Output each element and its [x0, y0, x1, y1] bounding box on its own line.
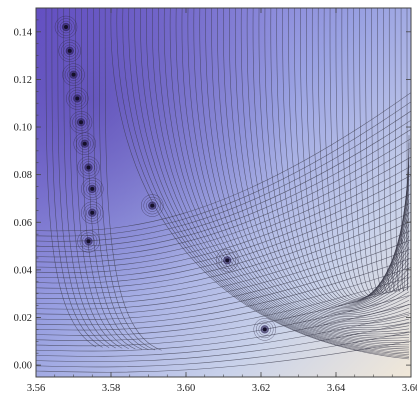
contour-line — [36, 331, 411, 368]
x-tick-label: 3.58 — [102, 383, 120, 394]
contour-line — [371, 8, 410, 294]
contour-line — [36, 239, 411, 315]
critical-point — [77, 230, 100, 253]
contour-line — [276, 8, 410, 308]
contour-line — [394, 8, 410, 292]
contour-line — [36, 276, 411, 336]
contour-line — [217, 8, 410, 325]
density-shade — [36, 8, 411, 377]
contour-line — [282, 8, 410, 307]
critical-point — [69, 111, 93, 134]
x-tick-label: 3.56 — [27, 383, 45, 394]
contour-line — [36, 184, 411, 284]
contour-line — [169, 8, 410, 341]
contour-line — [36, 221, 411, 305]
contour-line — [175, 8, 410, 339]
critical-point — [253, 318, 276, 341]
contour-line — [36, 101, 411, 237]
y-tick-label: 0.02 — [14, 313, 32, 324]
contour-line — [63, 8, 116, 349]
critical-point — [77, 156, 100, 179]
contour-line — [75, 8, 129, 349]
contour-line — [246, 8, 410, 316]
contour-line — [36, 313, 411, 357]
contour-line — [110, 8, 410, 360]
y-tick-label: 0.08 — [14, 170, 32, 181]
critical-point — [216, 249, 239, 272]
contour-line — [36, 193, 411, 289]
x-tick-label: 3.60 — [177, 383, 195, 394]
y-tick-label: 0.06 — [14, 218, 32, 229]
contour-line — [181, 8, 410, 337]
contour-line — [205, 8, 410, 328]
critical-point — [81, 201, 104, 224]
contour-line — [36, 303, 411, 352]
contour-line — [36, 202, 411, 294]
contour-line — [359, 8, 410, 295]
x-tick-label: 3.64 — [327, 383, 346, 394]
contour-line — [240, 8, 410, 317]
contour-line — [223, 8, 410, 323]
contour-line — [264, 8, 410, 311]
y-tick-label: 0.14 — [14, 27, 33, 38]
contour-line — [57, 8, 110, 348]
contour-line — [36, 230, 411, 310]
contour-line — [36, 211, 411, 300]
plot-area — [36, 8, 411, 377]
contour-line — [36, 138, 411, 258]
contour-line — [36, 119, 411, 247]
x-tick-label: 3.66 — [402, 383, 417, 394]
contour-line — [87, 8, 143, 350]
y-tick-label: 0.04 — [14, 265, 33, 276]
contour-line — [36, 267, 411, 331]
critical-point — [81, 177, 104, 201]
critical-point — [73, 132, 96, 155]
contour-line — [36, 92, 411, 232]
x-tick-label: 3.62 — [252, 383, 270, 394]
contour-line — [193, 8, 410, 333]
contour-line — [235, 8, 410, 319]
contour-line — [116, 8, 410, 358]
contour-line — [36, 340, 411, 373]
contour-line — [229, 8, 410, 321]
contour-line — [288, 8, 410, 306]
contour-line — [104, 8, 162, 351]
contour-line — [199, 8, 410, 331]
contour-line — [406, 8, 410, 291]
y-tick-label: 0.12 — [14, 75, 32, 86]
contour-line — [36, 175, 411, 279]
contour-line — [36, 285, 411, 341]
contour-line — [36, 322, 411, 362]
contour-line — [36, 156, 411, 268]
contour-line — [158, 8, 410, 346]
contour-line — [36, 257, 411, 326]
contour-line — [163, 8, 410, 343]
contour-line — [36, 147, 411, 263]
contour-line — [300, 8, 410, 303]
critical-points — [54, 15, 276, 341]
contour-line — [211, 8, 410, 327]
contour-line — [258, 8, 410, 313]
critical-point — [66, 87, 89, 110]
y-tick-label: 0.00 — [14, 361, 32, 372]
contour-line — [388, 8, 410, 292]
contour-line — [187, 8, 410, 335]
contour-line — [36, 165, 411, 273]
critical-point — [58, 39, 81, 63]
critical-point — [54, 15, 78, 39]
axes: 3.56 3.58 3.60 3.62 3.64 3.66 0.00 0.02 0.04 0.06… — [14, 7, 417, 394]
contour-line — [98, 8, 156, 351]
contour-line — [36, 248, 411, 320]
contour-line — [36, 294, 411, 347]
contour-line — [36, 110, 411, 242]
critical-point — [62, 63, 85, 86]
contour-line — [36, 129, 411, 253]
contour-line — [69, 8, 123, 349]
y-tick-label: 0.10 — [14, 123, 32, 134]
critical-point — [141, 194, 164, 217]
contour-line — [400, 8, 410, 291]
